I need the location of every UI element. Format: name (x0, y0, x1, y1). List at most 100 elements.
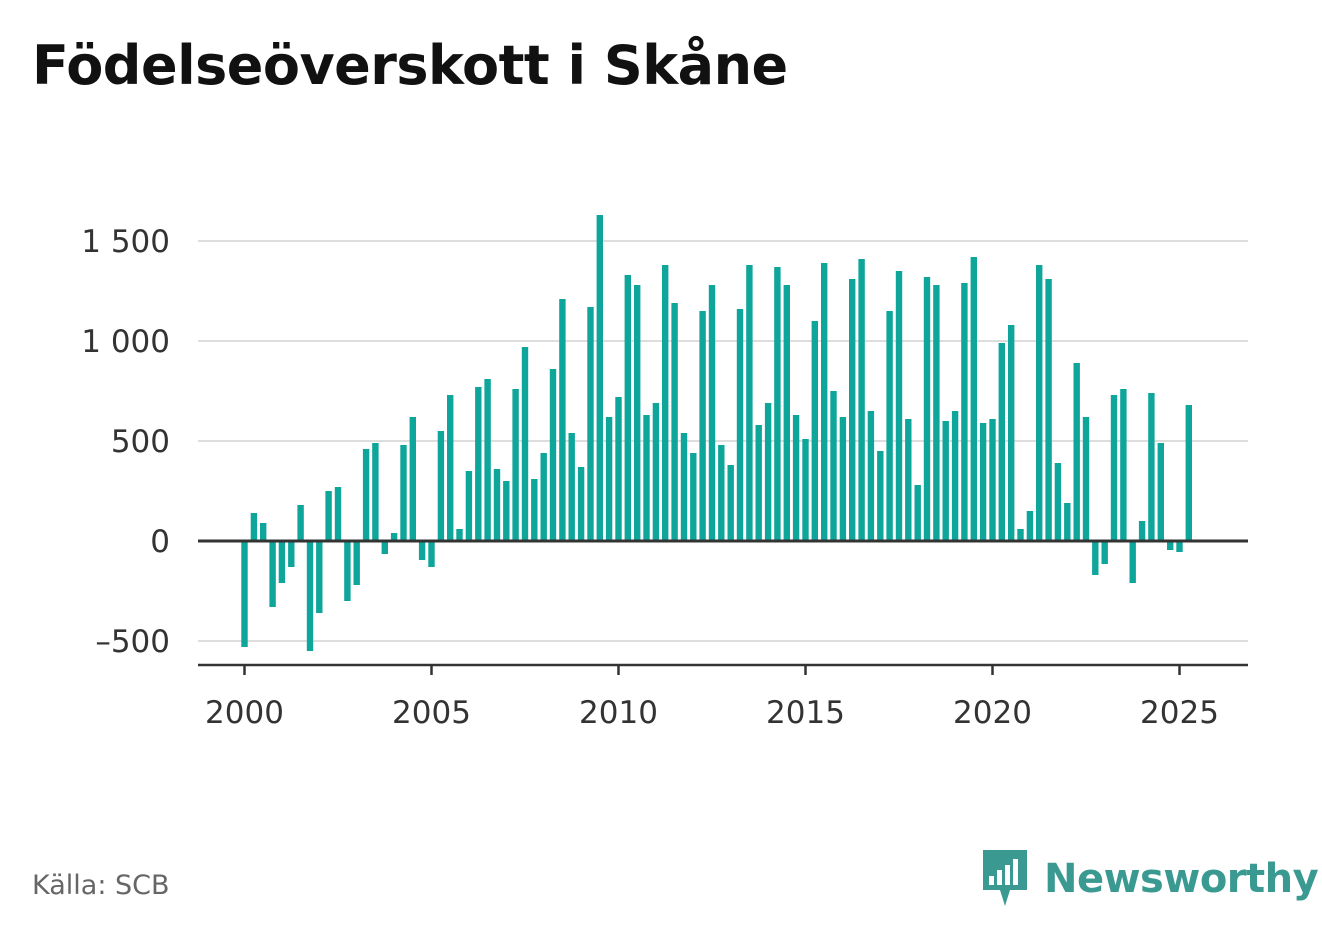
bar-2011-K2 (662, 265, 669, 541)
bar-2002-K2 (325, 491, 332, 541)
x-tick-label: 2005 (392, 695, 471, 731)
bar-2023-K3 (1120, 389, 1127, 541)
brand-name: Newsworthy (1044, 856, 1319, 902)
bar-2015-K1 (802, 439, 809, 541)
y-tick-label: 500 (111, 424, 170, 460)
bar-2009-K3 (596, 215, 603, 541)
bar-2005-K4 (456, 529, 463, 541)
bar-2013-K3 (746, 265, 753, 541)
bar-2001-K2 (288, 541, 295, 567)
bar-2012-K1 (690, 453, 697, 541)
bar-2001-K1 (278, 541, 286, 583)
bar-2002-K4 (344, 541, 351, 601)
bar-2018-K4 (942, 421, 949, 541)
bar-2014-K2 (774, 267, 781, 541)
bar-2013-K2 (736, 309, 744, 541)
chart-title: Födelseöverskott i Skåne (32, 34, 788, 97)
bar-2008-K1 (540, 453, 547, 541)
bar-2016-K4 (867, 411, 875, 541)
bar-2013-K1 (727, 465, 734, 541)
bar-2023-K2 (1110, 395, 1118, 541)
bar-2000-K2 (250, 513, 258, 541)
bar-2012-K3 (708, 285, 716, 541)
bar-2018-K3 (933, 285, 940, 541)
y-tick-label: –500 (95, 624, 170, 660)
y-tick-label: 1 500 (81, 224, 170, 260)
bar-2021-K1 (1026, 511, 1034, 541)
bar-2020-K3 (1008, 325, 1015, 541)
bar-2007-K4 (531, 479, 538, 541)
bar-2016-K1 (839, 417, 847, 541)
tick-labels: –500 0 500 1 000 1 500 2000 2005 2010 2015 2020 20… (81, 224, 1219, 731)
bar-2010-K1 (615, 397, 622, 541)
x-tick-label: 2015 (766, 695, 845, 731)
bar-2014-K1 (764, 403, 772, 541)
bar-2007-K3 (521, 347, 529, 541)
bar-2015-K3 (821, 263, 828, 541)
y-tick-label: 0 (150, 524, 170, 560)
bar-2016-K3 (858, 259, 865, 541)
bar-2018-K2 (923, 277, 931, 541)
bar-2017-K4 (905, 419, 912, 541)
bar-2024-K3 (1157, 443, 1164, 541)
bar-2012-K4 (718, 445, 725, 541)
bar-2014-K3 (783, 285, 790, 541)
bar-2010-K2 (624, 275, 631, 541)
bar-2001-K4 (306, 541, 314, 651)
newsworthy-logo-icon (983, 850, 1027, 906)
bar-2022-K3 (1082, 417, 1090, 541)
bar-2011-K1 (652, 403, 660, 541)
bar-2000-K4 (269, 541, 276, 607)
bar-2020-K1 (989, 419, 996, 541)
bar-2019-K3 (970, 257, 977, 541)
bar-2004-K1 (390, 533, 398, 541)
y-tick-label: 1 000 (81, 324, 170, 360)
bar-2010-K3 (634, 285, 641, 541)
bar-2004-K3 (409, 417, 416, 541)
bar-2003-K4 (381, 541, 388, 554)
bar-2022-K4 (1092, 541, 1099, 575)
x-tick-label: 2025 (1140, 695, 1219, 731)
bar-2021-K3 (1045, 279, 1052, 541)
newsworthy-logo: Newsworthy (980, 848, 1319, 910)
bar-2020-K2 (998, 343, 1005, 541)
bar-2011-K4 (680, 433, 688, 541)
bar-2009-K2 (587, 307, 594, 541)
bar-2009-K4 (605, 417, 613, 541)
gridlines (198, 240, 1248, 642)
bar-2020-K4 (1017, 529, 1024, 541)
bar-2005-K2 (437, 431, 445, 541)
bar-2005-K3 (447, 395, 454, 541)
bar-2015-K4 (830, 391, 837, 541)
bar-2019-K4 (979, 423, 987, 541)
x-tick-label: 2000 (205, 695, 284, 731)
bar-2007-K2 (512, 389, 519, 541)
bar-2011-K3 (671, 303, 678, 541)
bar-2021-K4 (1054, 463, 1062, 541)
bar-2016-K2 (849, 279, 856, 541)
bar-2023-K1 (1101, 541, 1108, 564)
bar-2023-K4 (1129, 541, 1136, 583)
bar-2006-K3 (484, 379, 491, 541)
bar-2019-K1 (951, 411, 959, 541)
bar-2006-K2 (475, 387, 482, 541)
bar-2018-K1 (914, 485, 921, 541)
bar-2019-K2 (961, 283, 968, 541)
bar-2003-K3 (372, 443, 379, 541)
bar-2009-K1 (577, 467, 585, 541)
x-tick-label: 2020 (953, 695, 1032, 731)
bar-2007-K1 (503, 481, 510, 541)
bar-2000-K1 (241, 541, 248, 647)
bar-2013-K4 (755, 425, 762, 541)
bar-2008-K2 (549, 369, 557, 541)
bar-2003-K1 (353, 541, 360, 585)
axes (198, 539, 1248, 675)
bar-2025-K2 (1185, 405, 1192, 541)
bars (241, 215, 1192, 651)
bar-2008-K4 (568, 433, 575, 541)
bar-2017-K2 (886, 311, 893, 541)
bar-2003-K2 (362, 449, 370, 541)
bar-2014-K4 (792, 415, 800, 541)
bar-2024-K2 (1148, 393, 1155, 541)
